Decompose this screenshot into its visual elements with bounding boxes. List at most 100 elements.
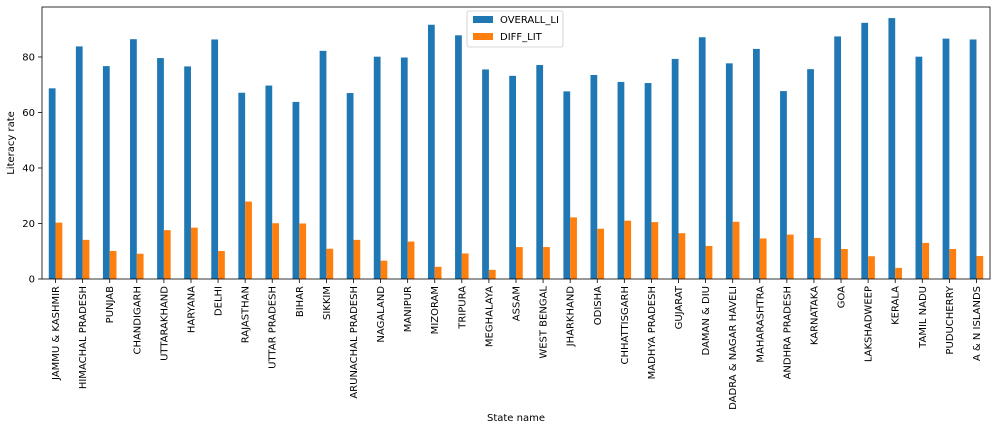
bars-group bbox=[48, 18, 984, 280]
x-tick-label: NAGALAND bbox=[376, 286, 387, 343]
bar-overall-li-19 bbox=[536, 65, 544, 279]
y-tick-label: 40 bbox=[22, 163, 35, 174]
x-tick-label: ODISHA bbox=[593, 286, 604, 325]
y-tick-label: 60 bbox=[22, 108, 35, 119]
bar-diff-lit-24 bbox=[678, 233, 686, 279]
bar-overall-li-2 bbox=[75, 46, 83, 279]
bar-diff-lit-29 bbox=[813, 237, 821, 279]
x-tick-label: MIZORAM bbox=[430, 286, 441, 334]
legend-swatch-overall bbox=[473, 16, 493, 23]
bar-diff-lit-34 bbox=[949, 249, 957, 279]
x-tick-label: BIHAR bbox=[295, 286, 306, 317]
bar-diff-lit-18 bbox=[516, 247, 523, 279]
x-tick-label: GOA bbox=[837, 286, 848, 308]
bar-overall-li-3 bbox=[102, 66, 110, 280]
x-tick-label: DELHI bbox=[214, 286, 225, 316]
legend: OVERALL_LI DIFF_LIT bbox=[466, 10, 564, 48]
bar-diff-lit-31 bbox=[868, 256, 875, 279]
x-tick-label: UTTAR PRADESH bbox=[268, 286, 279, 369]
y-tick-label: 20 bbox=[22, 219, 35, 230]
x-tick-label: HARYANA bbox=[186, 286, 197, 333]
bar-diff-lit-14 bbox=[407, 241, 415, 279]
x-tick-label: MADHYA PRADESH bbox=[647, 286, 658, 379]
x-tick-label: MEGHALAYA bbox=[484, 286, 495, 347]
bar-overall-li-22 bbox=[617, 81, 625, 279]
x-tick-label: SIKKIM bbox=[322, 286, 333, 320]
bar-diff-lit-10 bbox=[299, 223, 307, 279]
x-tick-label: DAMAN & DIU bbox=[701, 286, 712, 355]
x-tick-label: WEST BENGAL bbox=[539, 286, 550, 359]
x-tick-label: ASSAM bbox=[512, 286, 523, 321]
bar-overall-li-21 bbox=[590, 75, 598, 279]
bar-diff-lit-2 bbox=[82, 239, 90, 279]
bar-diff-lit-11 bbox=[326, 248, 334, 279]
x-tick-label: HIMACHAL PRADESH bbox=[78, 286, 89, 389]
x-tick-label: CHHATTISGARH bbox=[620, 286, 631, 364]
bar-overall-li-12 bbox=[346, 93, 354, 279]
bar-overall-li-20 bbox=[563, 91, 571, 279]
bar-overall-li-26 bbox=[725, 63, 733, 280]
bar-diff-lit-28 bbox=[786, 234, 794, 279]
bar-overall-li-24 bbox=[671, 58, 679, 280]
bar-diff-lit-7 bbox=[218, 250, 225, 279]
bar-diff-lit-23 bbox=[651, 222, 659, 279]
x-tick-label: MAHARASHTRA bbox=[755, 286, 766, 363]
bar-diff-lit-6 bbox=[190, 227, 198, 279]
bar-overall-li-4 bbox=[130, 39, 137, 280]
bar-diff-lit-9 bbox=[272, 223, 279, 279]
x-tick-label: PUDUCHERRY bbox=[945, 285, 956, 354]
bar-diff-lit-25 bbox=[705, 245, 713, 279]
bar-overall-li-16 bbox=[455, 35, 462, 280]
bar-diff-lit-30 bbox=[841, 249, 848, 279]
bar-overall-li-29 bbox=[807, 69, 814, 279]
bar-diff-lit-19 bbox=[543, 247, 550, 279]
plot-frame bbox=[41, 6, 991, 280]
bar-overall-li-23 bbox=[644, 83, 652, 279]
legend-label-overall: OVERALL_LI bbox=[500, 15, 559, 26]
bar-overall-li-25 bbox=[698, 37, 706, 279]
y-axis-ticks: 0 20 40 60 80 bbox=[22, 52, 42, 286]
bar-overall-li-13 bbox=[373, 56, 381, 280]
y-axis-label: Literacy rate bbox=[6, 111, 17, 175]
bar-diff-lit-4 bbox=[136, 253, 144, 279]
x-tick-label: PUNJAB bbox=[105, 286, 116, 323]
bar-overall-li-27 bbox=[753, 48, 760, 279]
bar-diff-lit-17 bbox=[488, 269, 496, 279]
bar-diff-lit-21 bbox=[597, 228, 605, 279]
bar-diff-lit-22 bbox=[624, 220, 632, 279]
x-tick-label: A & N ISLANDS bbox=[972, 286, 983, 361]
x-tick-label: GUJARAT bbox=[674, 285, 685, 329]
bar-diff-lit-27 bbox=[759, 238, 767, 279]
bar-overall-li-15 bbox=[427, 24, 435, 280]
bar-diff-lit-35 bbox=[976, 255, 984, 279]
y-tick-label: 0 bbox=[29, 275, 35, 286]
x-tick-label: KERALA bbox=[891, 286, 902, 325]
x-tick-label: CHANDIGARH bbox=[132, 286, 143, 355]
bar-diff-lit-20 bbox=[570, 217, 577, 279]
x-tick-label: ANDHRA PRADESH bbox=[782, 286, 793, 379]
bar-diff-lit-15 bbox=[434, 266, 442, 279]
bar-diff-lit-16 bbox=[461, 253, 469, 279]
bar-overall-li-34 bbox=[942, 38, 950, 279]
x-axis-ticks: JAMMU & KASHMIR HIMACHAL PRADESH PUNJAB CHA… bbox=[51, 279, 983, 410]
bar-overall-li-33 bbox=[915, 56, 923, 280]
x-tick-label: LAKSHADWEEP bbox=[864, 286, 875, 362]
x-tick-label: DADRA & NAGAR HAVELI bbox=[728, 286, 739, 410]
x-tick-label: RAJASTHAN bbox=[241, 286, 252, 343]
x-tick-label: JHARKHAND bbox=[566, 286, 577, 348]
x-tick-label: TAMIL NADU bbox=[918, 286, 929, 349]
bar-diff-lit-8 bbox=[245, 201, 252, 279]
x-tick-label: ARUNACHAL PRADESH bbox=[349, 286, 360, 399]
bar-overall-li-5 bbox=[157, 58, 164, 279]
x-tick-label: KARNATAKA bbox=[809, 286, 820, 345]
bar-overall-li-14 bbox=[400, 57, 408, 280]
bar-diff-lit-12 bbox=[353, 239, 361, 279]
bar-diff-lit-33 bbox=[922, 242, 930, 279]
bar-overall-li-28 bbox=[780, 91, 787, 279]
bar-overall-li-7 bbox=[211, 39, 219, 279]
bar-diff-lit-5 bbox=[163, 230, 171, 279]
bar-overall-li-18 bbox=[509, 75, 516, 279]
bar-overall-li-10 bbox=[292, 101, 300, 279]
legend-label-diff: DIFF_LIT bbox=[500, 32, 543, 43]
